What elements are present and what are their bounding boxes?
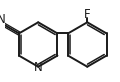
Text: F: F (84, 8, 91, 21)
Text: N: N (0, 13, 5, 26)
Text: N: N (34, 61, 43, 74)
